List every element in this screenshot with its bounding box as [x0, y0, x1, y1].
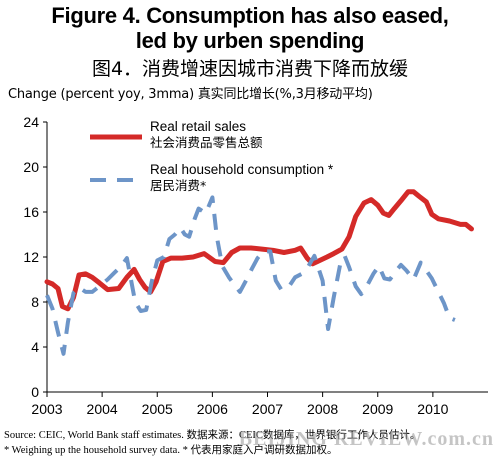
x-tick-label: 2009 [362, 401, 393, 417]
chart-title-line-2: led by urben spending [135, 28, 365, 53]
chart-axes: 0 4 8 12 16 20 24 2003 2004 2005 2006 2007 2008 2009 2… [23, 114, 488, 417]
x-tick-label: 2003 [31, 401, 62, 417]
x-tick-label: 2010 [417, 401, 448, 417]
household-consumption-line [45, 195, 456, 356]
legend-label-chinese: 社会消费品零售总额 [150, 135, 263, 150]
weighting-note: * Weighing up the household survey data.… [4, 445, 338, 456]
x-tick-label: 2006 [197, 401, 228, 417]
chart-title-line-1: Figure 4. Consumption has also eased, [51, 3, 449, 28]
legend-label: Real retail sales [150, 119, 246, 134]
source-note: Source: CEIC, World Bank staff estimates… [4, 430, 421, 441]
y-axis-label: Change (percent yoy, 3mma) 真实同比增长(%,3月移动… [8, 87, 373, 102]
chart-title-chinese: 图4．消费增速因城市消费下降而放缓 [91, 58, 409, 80]
y-tick-label: 12 [23, 249, 39, 265]
x-tick-label: 2004 [87, 401, 118, 417]
y-tick-label: 0 [31, 384, 39, 400]
series-layer [44, 189, 474, 356]
legend-label-chinese: 居民消费* [150, 178, 206, 193]
legend-label: Real household consumption * [150, 162, 334, 177]
retail-sales-line [44, 189, 474, 312]
line-chart: 0 4 8 12 16 20 24 2003 2004 2005 2006 2007 2008 2009 2… [23, 114, 488, 417]
y-tick-label: 24 [23, 114, 39, 130]
watermark-logo: BEIJING REVIEW.com.cn [238, 428, 494, 450]
x-tick-label: 2007 [252, 401, 283, 417]
x-tick-label: 2005 [142, 401, 173, 417]
y-tick-label: 4 [31, 339, 39, 355]
y-tick-label: 16 [23, 204, 39, 220]
y-tick-label: 8 [31, 294, 39, 310]
x-tick-label: 2008 [307, 401, 338, 417]
y-tick-label: 20 [23, 159, 39, 175]
